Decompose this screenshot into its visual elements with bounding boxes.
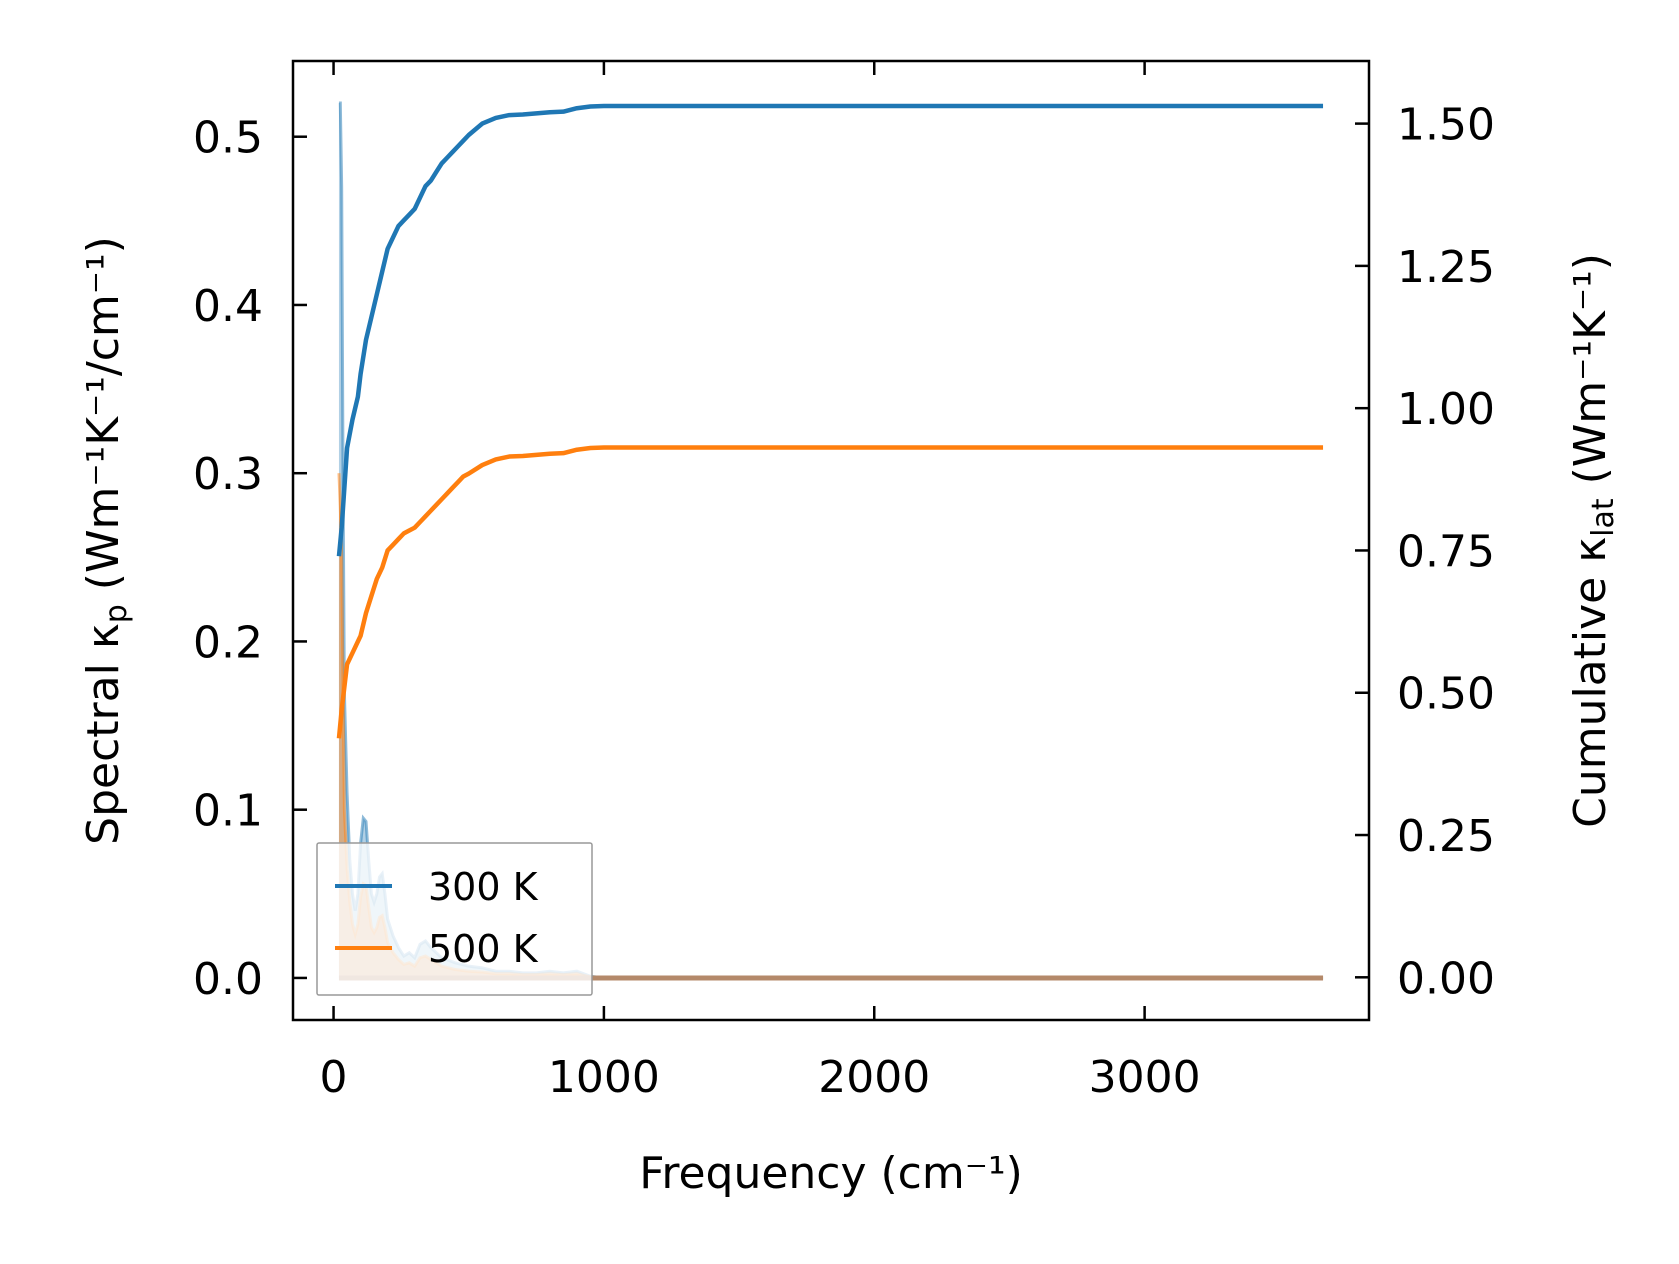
right-y-tick-label: 0.75 xyxy=(1397,526,1495,577)
right-y-tick-label: 1.25 xyxy=(1397,242,1495,293)
legend-label-300k: 300 K xyxy=(428,865,539,909)
x-axis: 0 1000 2000 3000 xyxy=(320,61,1201,1103)
left-y-axis-title-prefix: Spectral κ xyxy=(78,623,129,845)
x-tick-label: 2000 xyxy=(818,1052,930,1103)
x-tick-label: 3000 xyxy=(1089,1052,1201,1103)
right-y-axis-title-prefix: Cumulative κ xyxy=(1565,537,1616,828)
left-y-tick-label: 0.1 xyxy=(193,786,263,837)
right-y-tick-label: 0.50 xyxy=(1397,669,1495,720)
left-y-tick-label: 0.4 xyxy=(193,281,263,332)
left-y-tick-label: 0.2 xyxy=(193,617,263,668)
x-tick-label: 1000 xyxy=(548,1052,660,1103)
left-y-axis-title: Spectral κp (Wm⁻¹K⁻¹/cm⁻¹) xyxy=(78,236,134,845)
right-y-tick-label: 0.25 xyxy=(1397,811,1495,862)
left-y-axis: 0.0 0.1 0.2 0.3 0.4 0.5 xyxy=(193,113,307,1005)
left-y-axis-title-suffix: (Wm⁻¹K⁻¹/cm⁻¹) xyxy=(78,236,129,604)
right-y-axis-title-suffix: (Wm⁻¹K⁻¹) xyxy=(1565,253,1616,498)
right-y-tick-label: 1.00 xyxy=(1397,384,1495,435)
legend-label-500k: 500 K xyxy=(428,927,539,971)
left-y-axis-title-subscript: p xyxy=(99,604,134,623)
right-y-axis-title: Cumulative κlat (Wm⁻¹K⁻¹) xyxy=(1565,253,1621,828)
axes-frame xyxy=(291,59,1371,1022)
x-tick-label: 0 xyxy=(320,1052,348,1103)
legend-box xyxy=(316,842,593,996)
right-y-tick-label: 0.00 xyxy=(1397,953,1495,1004)
left-y-tick-label: 0.0 xyxy=(193,954,263,1005)
cumulative-line-500k xyxy=(336,445,1324,739)
legend: 300 K 500 K xyxy=(316,842,593,996)
right-y-tick-label: 1.50 xyxy=(1397,100,1495,151)
right-y-axis-title-subscript: lat xyxy=(1586,498,1621,537)
x-axis-title: Frequency (cm⁻¹) xyxy=(639,1148,1023,1199)
left-y-tick-label: 0.3 xyxy=(193,449,263,500)
right-y-axis: 0.00 0.25 0.50 0.75 1.00 1.25 1.50 xyxy=(1355,100,1495,1004)
left-y-tick-label: 0.5 xyxy=(193,113,263,164)
cumulative-line-300k xyxy=(336,103,1324,557)
